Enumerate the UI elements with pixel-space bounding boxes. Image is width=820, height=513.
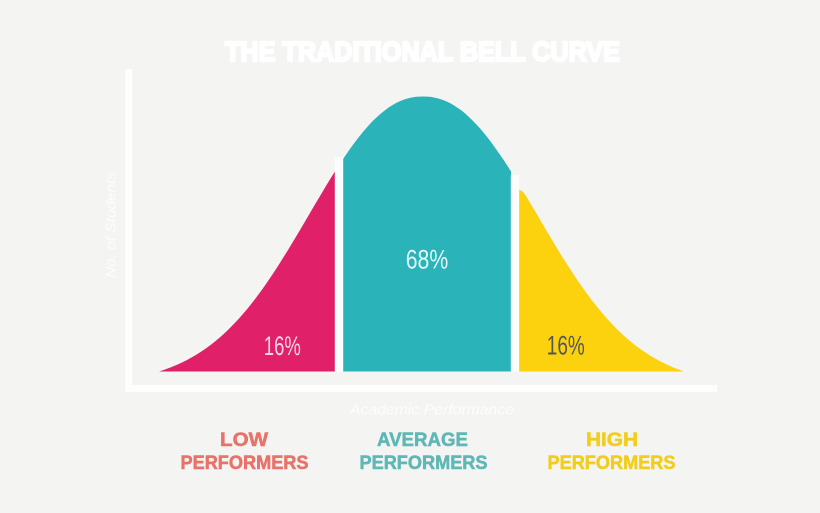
svg-text:PERFORMERS: PERFORMERS <box>181 453 309 474</box>
svg-text:THE TRADITIONAL BELL CURVE: THE TRADITIONAL BELL CURVE <box>225 36 620 67</box>
svg-text:AVERAGE: AVERAGE <box>377 430 468 451</box>
svg-text:No. of Students: No. of Students <box>104 172 119 278</box>
svg-text:68%: 68% <box>406 245 449 275</box>
svg-text:LOW: LOW <box>220 430 268 451</box>
svg-text:PERFORMERS: PERFORMERS <box>548 453 676 474</box>
svg-text:PERFORMERS: PERFORMERS <box>360 453 488 474</box>
svg-text:Academic Performance: Academic Performance <box>349 402 514 419</box>
svg-text:HIGH: HIGH <box>586 430 638 451</box>
svg-text:16%: 16% <box>264 331 301 361</box>
svg-text:16%: 16% <box>547 331 585 361</box>
